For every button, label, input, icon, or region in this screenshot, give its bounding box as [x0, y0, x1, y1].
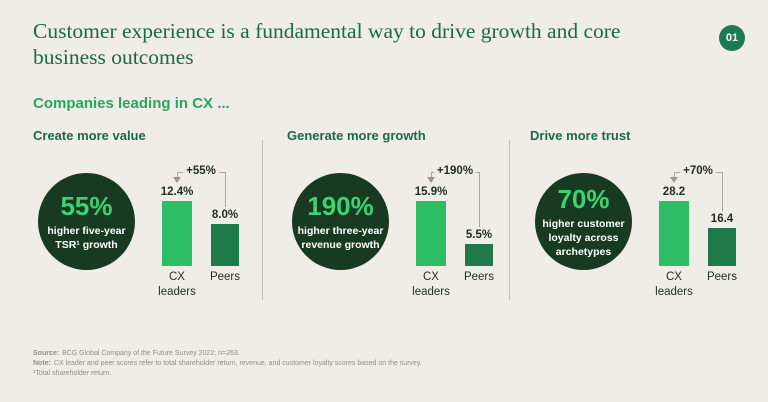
- source-line: Source: BCG Global Company of the Future …: [33, 349, 422, 359]
- arrow-down-icon: [670, 177, 678, 183]
- column-divider: [262, 140, 263, 300]
- peers-bar-value: 16.4: [710, 213, 734, 225]
- cx-bar-value: 28.2: [662, 186, 686, 198]
- stat-circle: 55% higher five-year TSR¹ growth: [38, 173, 135, 270]
- footnote-tsr: ¹Total shareholder return.: [33, 370, 112, 378]
- peers-axis-label: Peers: [706, 271, 738, 283]
- cx-bar-group: 12.4%: [160, 186, 194, 266]
- bar-chart: +55% 12.4% 8.0% CX leaders Peers: [158, 160, 260, 320]
- stat-label: higher customer loyalty across archetype…: [542, 217, 625, 259]
- cx-bar-value: 15.9%: [414, 186, 448, 198]
- column-divider: [509, 140, 510, 300]
- arrow-down-icon: [427, 177, 435, 183]
- cx-bar-group: 15.9%: [414, 186, 448, 266]
- stat-label: higher five-year TSR¹ growth: [47, 224, 126, 251]
- stat-value: 55%: [60, 190, 113, 221]
- stat-value: 70%: [557, 183, 610, 214]
- column-heading: Generate more growth: [287, 128, 426, 143]
- bracket-vertical-line: [479, 172, 480, 227]
- peers-bar-group: 5.5%: [465, 229, 493, 266]
- peers-axis-label: Peers: [209, 271, 241, 283]
- section-create-more-value: Create more value 55% higher five-year T…: [33, 128, 261, 323]
- delta-annotation: +190%: [433, 165, 477, 177]
- source-text: BCG Global Company of the Future Survey …: [62, 350, 240, 357]
- peers-bar-group: 16.4: [708, 213, 736, 266]
- footnotes: Source: BCG Global Company of the Future …: [33, 349, 422, 379]
- cx-bar-group: 28.2: [659, 186, 689, 266]
- cx-bar: [659, 201, 689, 266]
- delta-annotation: +70%: [680, 165, 716, 177]
- page-title-line2: business outcomes: [33, 45, 194, 70]
- bracket-stem: [431, 172, 432, 177]
- bar-chart: +70% 28.2 16.4 CX leaders Peers: [655, 160, 757, 320]
- cx-axis-label: CX leaders: [412, 271, 450, 298]
- stat-circle: 190% higher three-year revenue growth: [292, 173, 389, 270]
- bracket-vertical-line: [225, 172, 226, 207]
- bracket-stem: [177, 172, 178, 177]
- cx-axis-label: CX leaders: [158, 271, 196, 298]
- bracket-vertical-line: [722, 172, 723, 211]
- stat-label: higher three-year revenue growth: [297, 224, 384, 251]
- note-label: Note:: [33, 360, 51, 368]
- note-text: CX leader and peer scores refer to total…: [53, 360, 422, 368]
- peers-bar-value: 8.0%: [211, 209, 239, 221]
- peers-bar: [211, 224, 239, 266]
- slide-number-badge: 01: [719, 25, 745, 51]
- page-title: Customer experience is a fundamental way…: [33, 18, 693, 70]
- note-line: Note: CX leader and peer scores refer to …: [33, 359, 422, 369]
- section-generate-more-growth: Generate more growth 190% higher three-y…: [287, 128, 515, 323]
- peers-bar-group: 8.0%: [211, 209, 239, 266]
- cx-axis-label: CX leaders: [655, 271, 693, 298]
- bar-chart: +190% 15.9% 5.5% CX leaders Peers: [412, 160, 514, 320]
- section-subtitle: Companies leading in CX ...: [33, 95, 230, 112]
- peers-bar: [708, 228, 736, 266]
- column-heading: Create more value: [33, 128, 146, 143]
- column-heading: Drive more trust: [530, 128, 631, 143]
- peers-bar-value: 5.5%: [465, 229, 493, 241]
- stat-value: 190%: [307, 190, 374, 221]
- cx-bar-value: 12.4%: [160, 186, 194, 198]
- bracket-stem: [674, 172, 675, 177]
- arrow-down-icon: [173, 177, 181, 183]
- page-title-line1: Customer experience is a fundamental way…: [33, 19, 621, 43]
- cx-bar: [162, 201, 192, 266]
- cx-bar: [416, 201, 446, 266]
- peers-bar: [465, 244, 493, 266]
- section-drive-more-trust: Drive more trust 70% higher customer loy…: [530, 128, 758, 323]
- stat-circle: 70% higher customer loyalty across arche…: [535, 173, 632, 270]
- source-label: Source:: [33, 350, 60, 357]
- peers-axis-label: Peers: [463, 271, 495, 283]
- delta-annotation: +55%: [183, 165, 219, 177]
